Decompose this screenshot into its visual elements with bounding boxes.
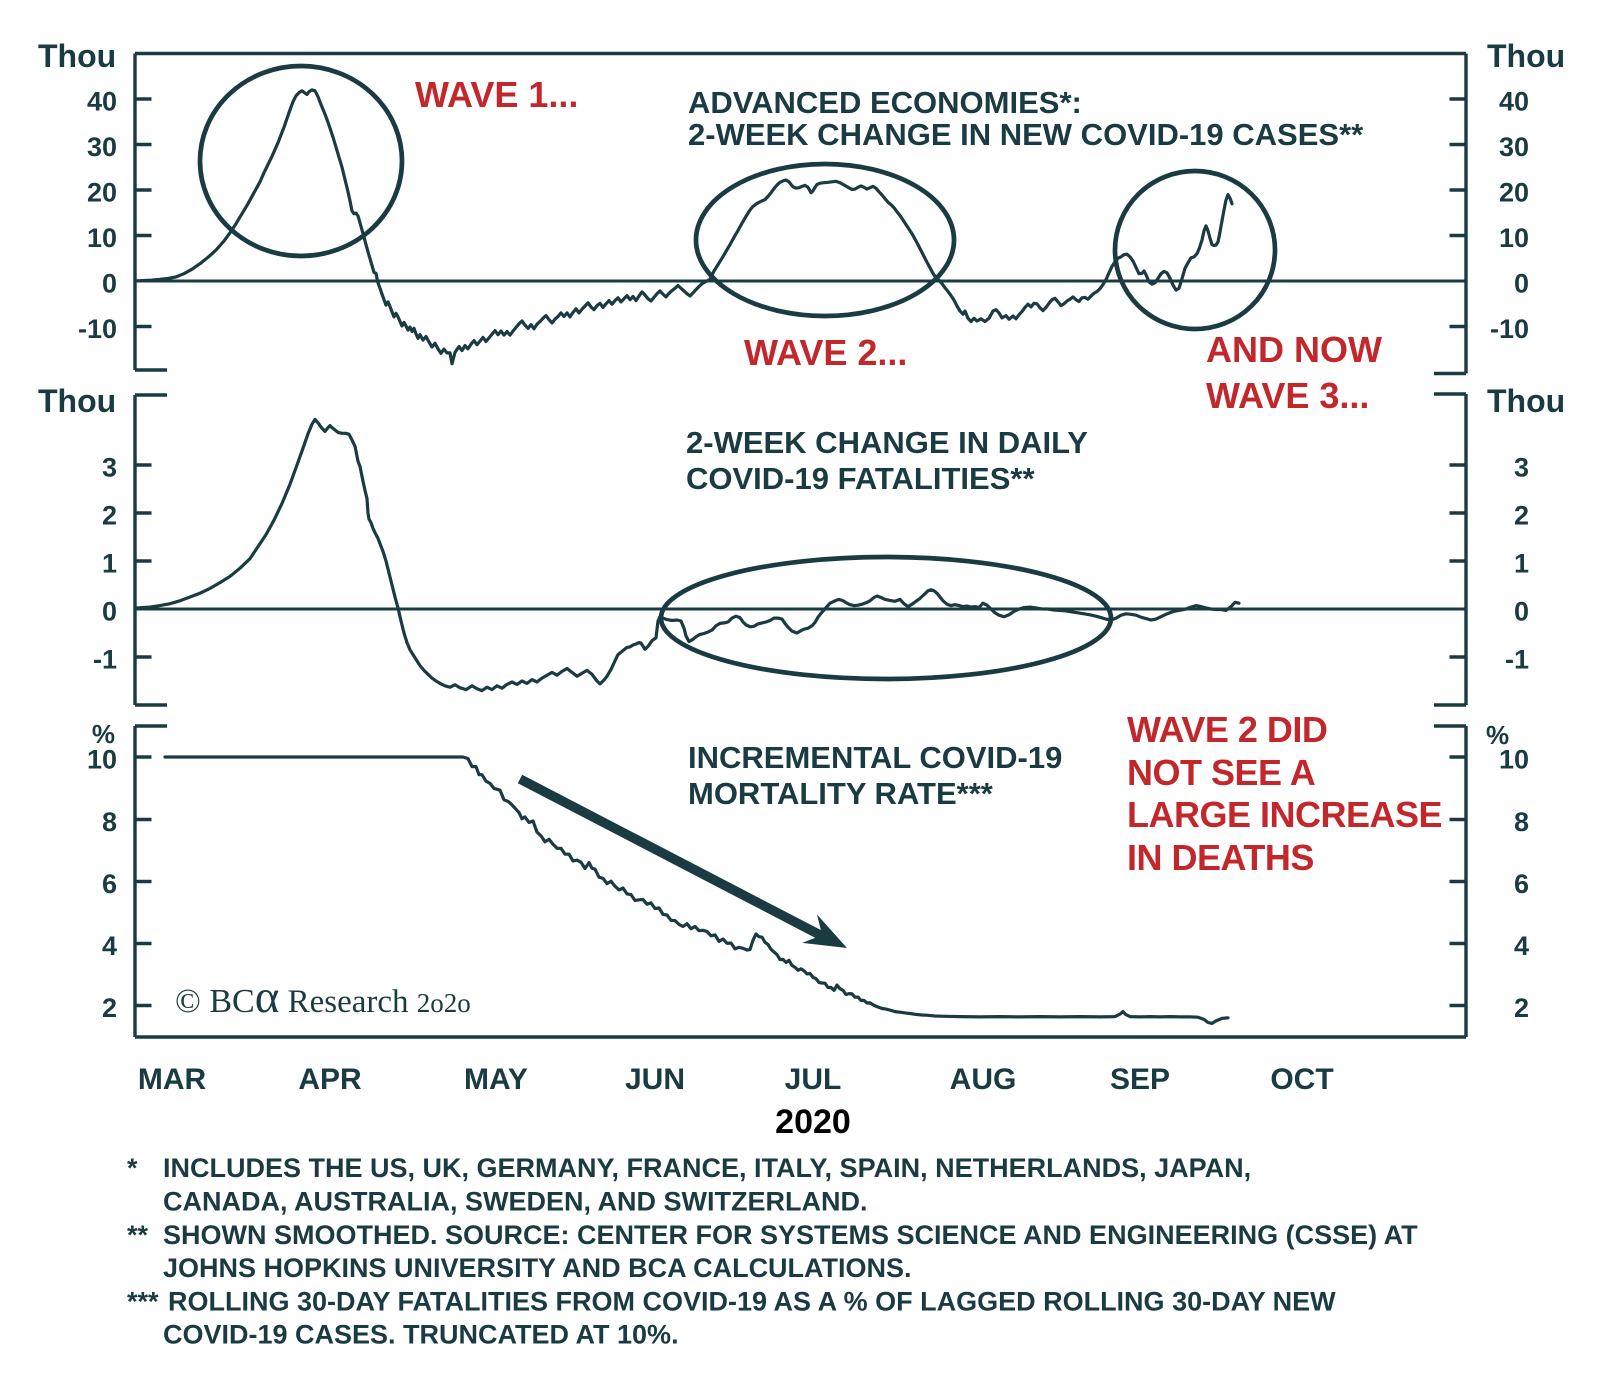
svg-text:2020: 2020 xyxy=(775,1103,851,1141)
svg-text:3: 3 xyxy=(1514,453,1529,483)
svg-text:WAVE 1...: WAVE 1... xyxy=(415,74,578,115)
svg-text:APR: APR xyxy=(298,1063,362,1096)
svg-text:0: 0 xyxy=(1514,597,1529,627)
svg-text:%: % xyxy=(92,719,115,749)
svg-text:1: 1 xyxy=(1514,549,1529,579)
svg-text:-10: -10 xyxy=(1490,314,1529,344)
svg-text:MAR: MAR xyxy=(138,1063,207,1096)
svg-text:3: 3 xyxy=(102,453,117,483)
svg-text:AND NOW: AND NOW xyxy=(1206,329,1382,370)
svg-text:ROLLING 30-DAY FATALITIES FROM: ROLLING 30-DAY FATALITIES FROM COVID-19 … xyxy=(168,1287,1336,1317)
svg-text:COVID-19 FATALITIES**: COVID-19 FATALITIES** xyxy=(686,461,1035,496)
svg-text:4: 4 xyxy=(102,931,117,961)
svg-text:2: 2 xyxy=(1514,501,1529,531)
svg-text:CANADA, AUSTRALIA, SWEDEN, AND: CANADA, AUSTRALIA, SWEDEN, AND SWITZERLA… xyxy=(163,1187,867,1217)
svg-text:%: % xyxy=(1486,720,1509,750)
svg-text:SHOWN SMOOTHED. SOURCE: CENTER: SHOWN SMOOTHED. SOURCE: CENTER FOR SYSTE… xyxy=(163,1220,1418,1250)
svg-text:COVID-19 CASES. TRUNCATED AT 1: COVID-19 CASES. TRUNCATED AT 10%. xyxy=(163,1320,679,1350)
svg-text:LARGE INCREASE: LARGE INCREASE xyxy=(1127,794,1442,835)
svg-text:30: 30 xyxy=(1499,132,1529,162)
svg-text:0: 0 xyxy=(102,269,117,299)
svg-text:10: 10 xyxy=(1499,745,1529,775)
svg-text:6: 6 xyxy=(102,869,117,899)
svg-text:2: 2 xyxy=(102,993,117,1023)
svg-text:MORTALITY RATE***: MORTALITY RATE*** xyxy=(688,776,994,811)
svg-text:WAVE 2 DID: WAVE 2 DID xyxy=(1127,709,1327,750)
svg-text:2: 2 xyxy=(1514,993,1529,1023)
svg-text:2-WEEK CHANGE IN NEW COVID-19: 2-WEEK CHANGE IN NEW COVID-19 CASES** xyxy=(688,117,1364,152)
svg-text:2: 2 xyxy=(102,501,117,531)
svg-text:2-WEEK CHANGE IN DAILY: 2-WEEK CHANGE IN DAILY xyxy=(686,425,1088,460)
svg-text:INCREMENTAL COVID-19: INCREMENTAL COVID-19 xyxy=(688,740,1062,775)
svg-text:8: 8 xyxy=(1514,807,1529,837)
svg-text:40: 40 xyxy=(1499,87,1529,117)
svg-text:0: 0 xyxy=(1514,269,1529,299)
svg-text:1: 1 xyxy=(102,549,117,579)
svg-text:AUG: AUG xyxy=(950,1063,1017,1096)
svg-text:8: 8 xyxy=(102,807,117,837)
svg-text:*: * xyxy=(127,1153,138,1183)
svg-text:Thou: Thou xyxy=(1487,38,1565,74)
svg-text:10: 10 xyxy=(1499,223,1529,253)
svg-text:Thou: Thou xyxy=(38,383,116,419)
svg-text:-1: -1 xyxy=(93,645,117,675)
svg-text:MAY: MAY xyxy=(464,1063,528,1096)
svg-text:4: 4 xyxy=(1514,931,1529,961)
svg-text:**: ** xyxy=(127,1220,149,1250)
svg-text:30: 30 xyxy=(87,132,117,162)
svg-text:20: 20 xyxy=(1499,178,1529,208)
svg-text:ADVANCED ECONOMIES*:: ADVANCED ECONOMIES*: xyxy=(688,85,1082,120)
svg-text:INCLUDES THE US, UK, GERMANY,: INCLUDES THE US, UK, GERMANY, FRANCE, IT… xyxy=(163,1153,1251,1183)
svg-text:***: *** xyxy=(127,1287,159,1317)
svg-text:-1: -1 xyxy=(1505,645,1529,675)
svg-text:40: 40 xyxy=(87,87,117,117)
svg-text:Thou: Thou xyxy=(38,38,116,74)
svg-text:JUN: JUN xyxy=(625,1063,685,1096)
svg-text:OCT: OCT xyxy=(1270,1063,1333,1096)
svg-text:IN DEATHS: IN DEATHS xyxy=(1127,837,1314,878)
svg-text:0: 0 xyxy=(102,597,117,627)
svg-text:NOT SEE A: NOT SEE A xyxy=(1127,752,1316,793)
svg-text:JOHNS HOPKINS UNIVERSITY AND B: JOHNS HOPKINS UNIVERSITY AND BCA CALCULA… xyxy=(163,1253,912,1283)
svg-text:Thou: Thou xyxy=(1487,383,1565,419)
svg-text:20: 20 xyxy=(87,178,117,208)
svg-text:WAVE 2...: WAVE 2... xyxy=(744,332,907,373)
svg-text:JUL: JUL xyxy=(785,1063,842,1096)
svg-text:-10: -10 xyxy=(78,314,117,344)
svg-text:© BCα Research 2o2o: © BCα Research 2o2o xyxy=(175,971,471,1023)
svg-text:6: 6 xyxy=(1514,869,1529,899)
svg-text:WAVE 3...: WAVE 3... xyxy=(1206,375,1369,416)
svg-text:SEP: SEP xyxy=(1110,1063,1170,1096)
svg-text:10: 10 xyxy=(87,223,117,253)
svg-text:10: 10 xyxy=(87,745,117,775)
